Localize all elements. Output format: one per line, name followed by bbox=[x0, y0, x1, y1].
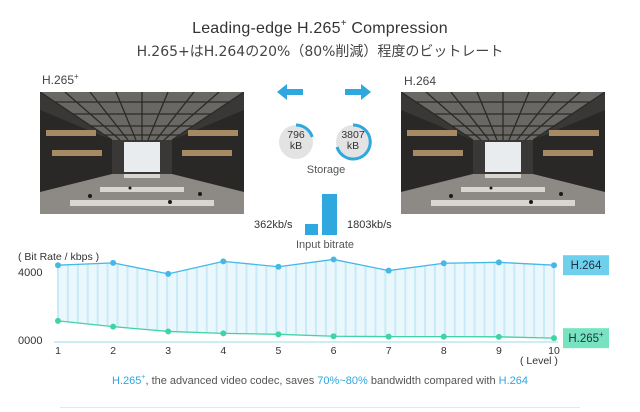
bitrate-h265-value: 362kb/s bbox=[254, 219, 293, 231]
storage-h264-value: 3807 bbox=[341, 129, 365, 141]
x-tick-label: 8 bbox=[441, 345, 447, 357]
storage-h264-unit: kB bbox=[346, 140, 360, 152]
footer-highlight: 70%~80% bbox=[317, 375, 368, 387]
page-subtitle: H.265+はH.264の20%（80%削減）程度のビットレート bbox=[136, 44, 504, 60]
h265-sample-photo bbox=[40, 92, 244, 214]
data-point bbox=[165, 328, 172, 335]
x-tick-label: 7 bbox=[386, 345, 392, 357]
page-title: Leading-edge H.265+ Compression bbox=[192, 18, 448, 37]
comparison-arrows bbox=[277, 82, 371, 102]
bitrate-h264-value: 1803kb/s bbox=[347, 219, 392, 231]
x-tick-label: 2 bbox=[110, 345, 116, 357]
legend-label: H.265+ bbox=[568, 330, 604, 345]
data-point bbox=[165, 270, 172, 277]
data-point bbox=[55, 317, 61, 324]
y-tick-label: 0000 bbox=[18, 335, 42, 347]
footer-codec-h264: H.264 bbox=[498, 375, 528, 387]
series-line-0 bbox=[57, 258, 555, 275]
storage-label: Storage bbox=[306, 164, 346, 176]
data-point bbox=[385, 333, 392, 340]
data-point bbox=[495, 259, 502, 266]
footer-text-2: bandwidth compared with bbox=[367, 375, 499, 387]
y-tick-label: 4000 bbox=[18, 267, 42, 279]
divider bbox=[60, 407, 580, 408]
input-bitrate-label: Input bitrate bbox=[295, 239, 355, 251]
data-point bbox=[55, 262, 61, 269]
legend-label: H.264 bbox=[571, 260, 602, 272]
bitrate-h265-bar bbox=[305, 224, 318, 235]
arrow-left-icon bbox=[277, 84, 303, 100]
data-point bbox=[495, 333, 502, 340]
storage-h265-value: 796 bbox=[287, 129, 305, 141]
x-tick-label: 5 bbox=[276, 345, 282, 357]
arrow-right-icon bbox=[345, 84, 371, 100]
footer-caption: H.265+, the advanced video codec, saves … bbox=[0, 374, 640, 387]
bitrate-h264-bar bbox=[322, 194, 337, 235]
x-tick-label: 1 bbox=[55, 345, 61, 357]
x-tick-label: 9 bbox=[496, 345, 502, 357]
series-line-1 bbox=[57, 320, 555, 339]
data-point bbox=[440, 333, 447, 340]
data-point bbox=[330, 256, 337, 263]
h264-panel-label: H.264 bbox=[404, 74, 437, 88]
legend-tag-0 bbox=[563, 255, 609, 276]
storage-h265-unit: kB bbox=[289, 140, 303, 152]
data-point bbox=[110, 323, 117, 330]
footer-text-1: , the advanced video codec, saves bbox=[145, 375, 318, 387]
x-tick-label: 6 bbox=[331, 345, 337, 357]
data-point bbox=[220, 330, 227, 337]
h264-sample-photo bbox=[401, 92, 605, 214]
y-axis-label: ( Bit Rate / kbps ) bbox=[18, 251, 99, 263]
data-point bbox=[275, 263, 282, 270]
bitrate-line-chart: ( Bit Rate / kbps ) 4000 0000 ( Level ) … bbox=[0, 246, 640, 380]
storage-h264-gauge: 3807 kB bbox=[333, 122, 373, 162]
storage-h265-gauge: 796 kB bbox=[276, 122, 316, 162]
data-point bbox=[440, 260, 447, 267]
h265-panel-label: H.265+ bbox=[42, 72, 79, 87]
legend-tag-1 bbox=[563, 328, 609, 349]
data-point bbox=[385, 267, 392, 274]
data-point bbox=[551, 335, 557, 342]
x-axis-label: ( Level ) bbox=[520, 355, 558, 367]
x-tick-label: 10 bbox=[548, 345, 560, 357]
data-point bbox=[330, 333, 337, 340]
data-point bbox=[551, 262, 557, 269]
data-point bbox=[275, 331, 282, 338]
footer-codec-h265: H.265+ bbox=[112, 374, 146, 387]
x-tick-label: 4 bbox=[220, 345, 226, 357]
x-tick-label: 3 bbox=[165, 345, 171, 357]
data-point bbox=[110, 259, 117, 266]
data-point bbox=[220, 258, 227, 265]
